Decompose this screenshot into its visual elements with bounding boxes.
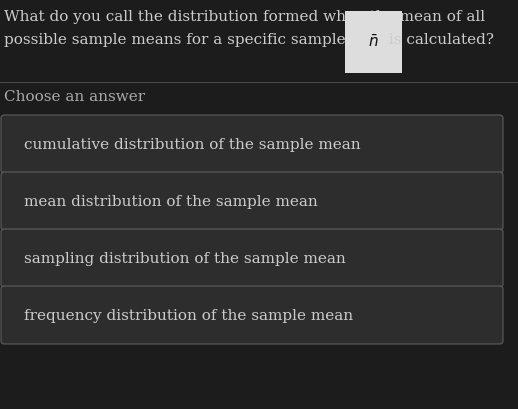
Text: mean distribution of the sample mean: mean distribution of the sample mean [24,195,318,209]
Text: is calculated?: is calculated? [384,33,494,47]
FancyBboxPatch shape [1,286,503,344]
Text: Choose an answer: Choose an answer [4,90,145,104]
Text: What do you call the distribution formed when the mean of all: What do you call the distribution formed… [4,10,485,24]
Text: frequency distribution of the sample mean: frequency distribution of the sample mea… [24,309,353,323]
Text: possible sample means for a specific sample size: possible sample means for a specific sam… [4,33,380,47]
FancyBboxPatch shape [1,115,503,173]
Text: sampling distribution of the sample mean: sampling distribution of the sample mean [24,252,346,266]
Text: $\bar{n}$: $\bar{n}$ [368,34,379,50]
Text: cumulative distribution of the sample mean: cumulative distribution of the sample me… [24,138,361,152]
FancyBboxPatch shape [1,229,503,287]
FancyBboxPatch shape [1,172,503,230]
